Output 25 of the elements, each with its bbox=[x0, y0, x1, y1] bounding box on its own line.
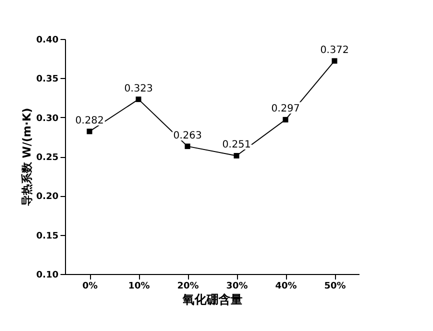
point bbox=[86, 128, 92, 134]
y-tick-label: 0.40 bbox=[36, 36, 58, 46]
x-axis-title: 氧化硼含量 bbox=[182, 292, 242, 306]
y-tick-label: 0.10 bbox=[36, 270, 58, 280]
y-tick-label: 0.20 bbox=[36, 192, 58, 202]
data-label: 0.323 bbox=[124, 83, 153, 94]
x-tick-label: 50% bbox=[324, 282, 346, 292]
point bbox=[184, 144, 190, 150]
point bbox=[136, 96, 142, 102]
point bbox=[332, 58, 338, 64]
y-tick-label: 0.25 bbox=[36, 153, 58, 163]
x-tick-label: 40% bbox=[275, 282, 297, 292]
data-label: 0.372 bbox=[320, 44, 349, 56]
y-tick-label: 0.30 bbox=[36, 114, 58, 124]
x-tick-label: 10% bbox=[128, 282, 150, 292]
y-tick-label: 0.15 bbox=[36, 231, 58, 242]
point bbox=[234, 152, 240, 158]
data-label: 0.251 bbox=[222, 140, 251, 151]
data-label: 0.282 bbox=[75, 115, 104, 126]
point bbox=[282, 116, 288, 122]
x-tick-label: 20% bbox=[177, 282, 199, 292]
x-tick-label: 0% bbox=[82, 282, 98, 292]
y-tick-label: 0.35 bbox=[36, 74, 58, 85]
x-tick-label: 30% bbox=[226, 282, 248, 292]
y-axis-title: 导热系数 W/(m·K) bbox=[20, 108, 34, 206]
